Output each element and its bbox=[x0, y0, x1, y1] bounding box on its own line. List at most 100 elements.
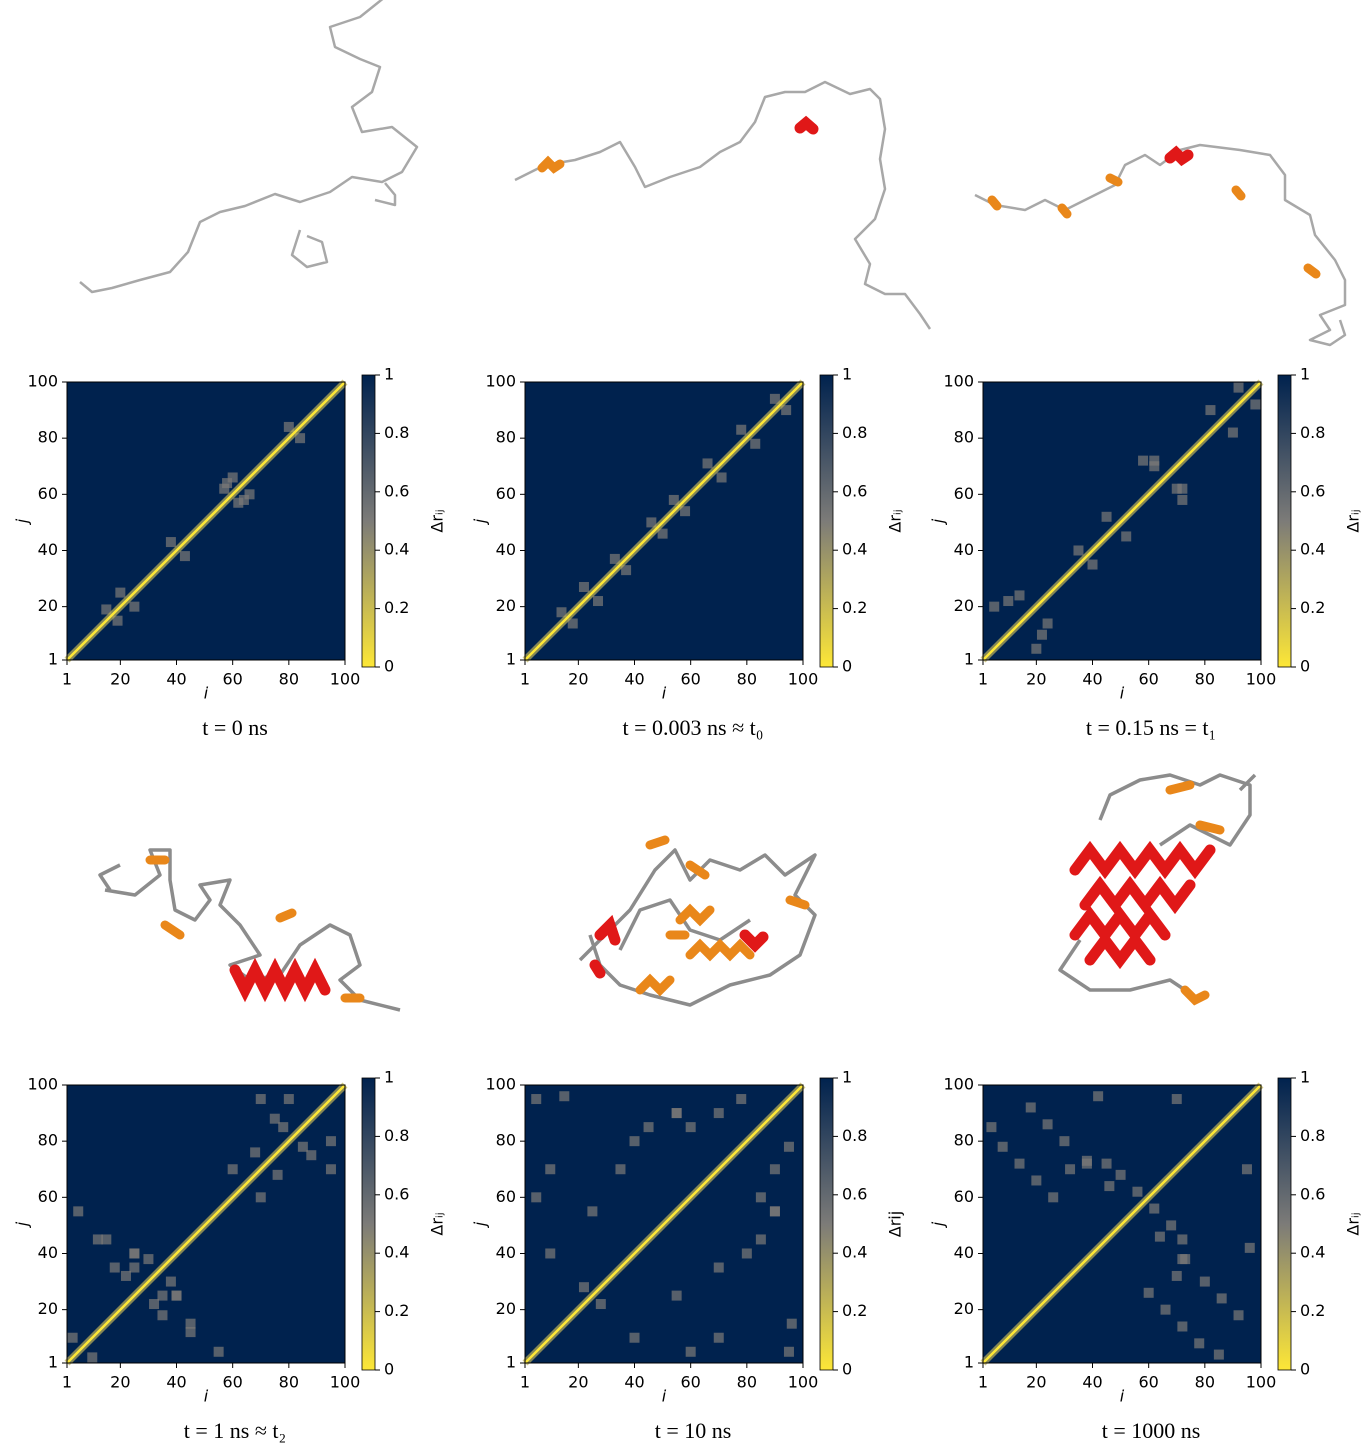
caption: t = 0.15 ns = t₁ bbox=[1086, 715, 1216, 740]
contact-cell bbox=[1031, 1175, 1041, 1185]
contact-cell bbox=[166, 537, 176, 547]
y-tick-label: 40 bbox=[496, 540, 516, 559]
x-axis-label: i bbox=[1120, 1387, 1125, 1406]
contact-cell bbox=[1234, 1310, 1244, 1320]
contact-cell bbox=[714, 1333, 724, 1343]
contact-cell bbox=[686, 1122, 696, 1132]
y-tick-label: 20 bbox=[496, 596, 516, 615]
x-tick-label: 60 bbox=[222, 670, 242, 689]
contact-cell bbox=[1245, 1243, 1255, 1253]
contact-cell bbox=[110, 1263, 120, 1273]
contact-cell bbox=[219, 484, 229, 494]
y-tick-label: 1 bbox=[48, 1353, 58, 1372]
y-tick-label: 80 bbox=[954, 428, 974, 447]
y-tick-label: 100 bbox=[27, 372, 58, 391]
contact-cell bbox=[1132, 1187, 1142, 1197]
y-tick-label: 1 bbox=[964, 1353, 974, 1372]
contact-cell bbox=[1026, 1102, 1036, 1112]
colorbar-tick-label: 0 bbox=[1300, 657, 1310, 676]
x-tick-label: 20 bbox=[110, 670, 130, 689]
contact-cell bbox=[1073, 545, 1083, 555]
x-tick-label: 1 bbox=[62, 1373, 72, 1392]
x-tick-label: 1 bbox=[978, 1373, 988, 1392]
colorbar-tick-label: 0.6 bbox=[384, 1184, 409, 1203]
x-tick-label: 80 bbox=[737, 1373, 757, 1392]
y-tick-label: 60 bbox=[496, 484, 516, 503]
colorbar-tick-label: 0.4 bbox=[842, 540, 867, 559]
contact-cell bbox=[298, 1142, 308, 1152]
contact-cell bbox=[1172, 1271, 1182, 1281]
x-tick-label: 1 bbox=[520, 670, 530, 689]
colorbar-label: Δrᵢⱼ bbox=[1344, 1212, 1361, 1235]
contact-cell bbox=[630, 1136, 640, 1146]
contact-cell bbox=[1166, 1220, 1176, 1230]
y-tick-label: 40 bbox=[954, 1243, 974, 1262]
contact-cell bbox=[784, 1347, 794, 1357]
contact-cell bbox=[1003, 596, 1013, 606]
colorbar-tick-label: 0 bbox=[384, 1360, 394, 1379]
contact-cell bbox=[1149, 461, 1159, 471]
colorbar-label: Δrij bbox=[886, 1211, 905, 1237]
contact-cell bbox=[166, 1277, 176, 1287]
contact-cell bbox=[736, 1094, 746, 1104]
colorbar-tick-label: 0.4 bbox=[384, 1243, 409, 1262]
contact-cell bbox=[579, 1282, 589, 1292]
y-tick-label: 20 bbox=[38, 596, 58, 615]
contact-cell bbox=[1177, 1321, 1187, 1331]
contact-cell bbox=[1155, 1232, 1165, 1242]
colorbar bbox=[820, 1078, 833, 1370]
y-tick-label: 100 bbox=[27, 1075, 58, 1094]
colorbar-tick-label: 1 bbox=[842, 1068, 852, 1087]
colorbar-tick-label: 0.4 bbox=[384, 540, 409, 559]
figure: 120406080100120406080100ij00.20.40.60.81… bbox=[0, 0, 1361, 1445]
y-tick-label: 20 bbox=[496, 1299, 516, 1318]
y-axis-label: j bbox=[13, 1221, 32, 1228]
contact-cell bbox=[73, 1206, 83, 1216]
contact-cell bbox=[1031, 644, 1041, 654]
x-tick-label: 60 bbox=[1138, 670, 1158, 689]
x-tick-label: 20 bbox=[1026, 670, 1046, 689]
helix bbox=[992, 178, 1316, 274]
x-tick-label: 40 bbox=[1082, 1373, 1102, 1392]
contact-cell bbox=[1102, 1159, 1112, 1169]
contact-cell bbox=[1104, 1181, 1114, 1191]
colorbar-tick-label: 1 bbox=[842, 365, 852, 384]
y-tick-label: 1 bbox=[964, 650, 974, 669]
y-tick-label: 60 bbox=[38, 1187, 58, 1206]
contact-cell bbox=[787, 1319, 797, 1329]
colorbar-tick-label: 0.4 bbox=[1300, 540, 1325, 559]
contact-cell bbox=[101, 1234, 111, 1244]
colorbar-tick-label: 1 bbox=[1300, 365, 1310, 384]
contact-cell bbox=[129, 1263, 139, 1273]
contact-cell bbox=[1234, 383, 1244, 393]
colorbar bbox=[362, 1078, 375, 1370]
caption: t = 1 ns ≈ t₂ bbox=[184, 1418, 286, 1443]
contact-cell bbox=[228, 472, 238, 482]
x-tick-label: 40 bbox=[166, 670, 186, 689]
colorbar-tick-label: 1 bbox=[384, 1068, 394, 1087]
contact-cell bbox=[180, 551, 190, 561]
colorbar-tick-label: 0.2 bbox=[384, 1301, 409, 1320]
contact-cell bbox=[714, 1108, 724, 1118]
colorbar-tick-label: 0 bbox=[1300, 1360, 1310, 1379]
x-axis-label: i bbox=[204, 1387, 209, 1406]
colorbar-label: Δrᵢⱼ bbox=[886, 509, 905, 532]
contact-cell bbox=[1065, 1164, 1075, 1174]
colorbar-tick-label: 0.6 bbox=[1300, 481, 1325, 500]
caption: t = 1000 ns bbox=[1102, 1418, 1201, 1443]
contact-cell bbox=[1043, 618, 1053, 628]
contact-cell bbox=[615, 1164, 625, 1174]
colorbar-tick-label: 0.6 bbox=[842, 1184, 867, 1203]
contact-cell bbox=[1228, 428, 1238, 438]
contact-cell bbox=[1088, 560, 1098, 570]
contact-cell bbox=[587, 1206, 597, 1216]
contact-cell bbox=[129, 1248, 139, 1258]
contact-cell bbox=[278, 1122, 288, 1132]
contact-cell bbox=[714, 1263, 724, 1273]
caption: t = 0.003 ns ≈ t₀ bbox=[623, 715, 764, 740]
contact-cell bbox=[596, 1299, 606, 1309]
colorbar-tick-label: 0.2 bbox=[1300, 1301, 1325, 1320]
contact-cell bbox=[1242, 1164, 1252, 1174]
colorbar bbox=[820, 375, 833, 667]
contact-cell bbox=[1172, 1094, 1182, 1104]
